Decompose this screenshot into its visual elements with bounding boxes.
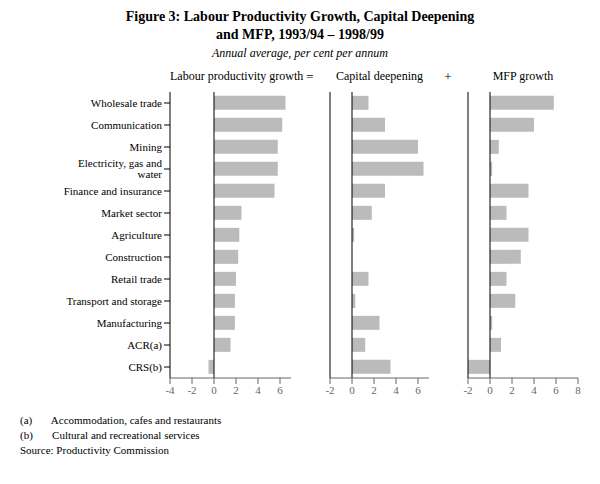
svg-text:Construction: Construction (105, 251, 162, 263)
html-text:Source: Productivity Commissio: Source: Productivity Commission (20, 444, 170, 456)
html-text:Labour productivity growth: Labour productivity growth (170, 69, 304, 83)
svg-text:2: 2 (233, 384, 239, 396)
svg-text:Electricity, gas andwater: Electricity, gas andwater (78, 157, 162, 180)
svg-text:4: 4 (255, 384, 261, 396)
html-text:(b) Cultural and recreational: (b) Cultural and recreational services (20, 429, 200, 441)
html-text:Capital deepening: Capital deepening (336, 69, 423, 83)
svg-text:Agriculture: Agriculture (111, 229, 162, 241)
svg-text:-2: -2 (463, 384, 472, 396)
svg-text:0: 0 (487, 384, 493, 396)
svg-text:-2: -2 (187, 384, 196, 396)
svg-text:2: 2 (509, 384, 515, 396)
svg-text:Mining: Mining (130, 141, 163, 153)
svg-text:Communication: Communication (91, 119, 162, 131)
svg-text:Transport and storage: Transport and storage (66, 295, 162, 307)
svg-text:Wholesale trade: Wholesale trade (91, 97, 162, 109)
svg-text:Finance and insurance: Finance and insurance (64, 185, 162, 197)
svg-text:4: 4 (531, 384, 537, 396)
svg-text:8: 8 (575, 384, 581, 396)
svg-text:0: 0 (211, 384, 217, 396)
svg-text:Market sector: Market sector (101, 207, 162, 219)
svg-text:ACR(a): ACR(a) (127, 339, 162, 352)
svg-text:Retail trade: Retail trade (111, 273, 162, 285)
html-text:Figure 3: Labour Productivity: Figure 3: Labour Productivity Growth, Ca… (125, 9, 475, 42)
svg-text:-2: -2 (325, 384, 334, 396)
svg-text:6: 6 (415, 384, 421, 396)
svg-text:-4: -4 (165, 384, 175, 396)
svg-text:6: 6 (553, 384, 559, 396)
svg-text:0: 0 (349, 384, 355, 396)
html-text:MFP growth: MFP growth (492, 69, 554, 83)
html-text:Annual average, per cent per a: Annual average, per cent per annum (212, 46, 388, 60)
svg-text:2: 2 (371, 384, 377, 396)
svg-text:Manufacturing: Manufacturing (97, 317, 163, 329)
svg-text:4: 4 (393, 384, 399, 396)
html-text:(a) Accommodation, cafes and r: (a) Accommodation, cafes and restaurants (20, 414, 222, 426)
svg-text:6: 6 (277, 384, 283, 396)
svg-text:CRS(b): CRS(b) (128, 361, 162, 374)
